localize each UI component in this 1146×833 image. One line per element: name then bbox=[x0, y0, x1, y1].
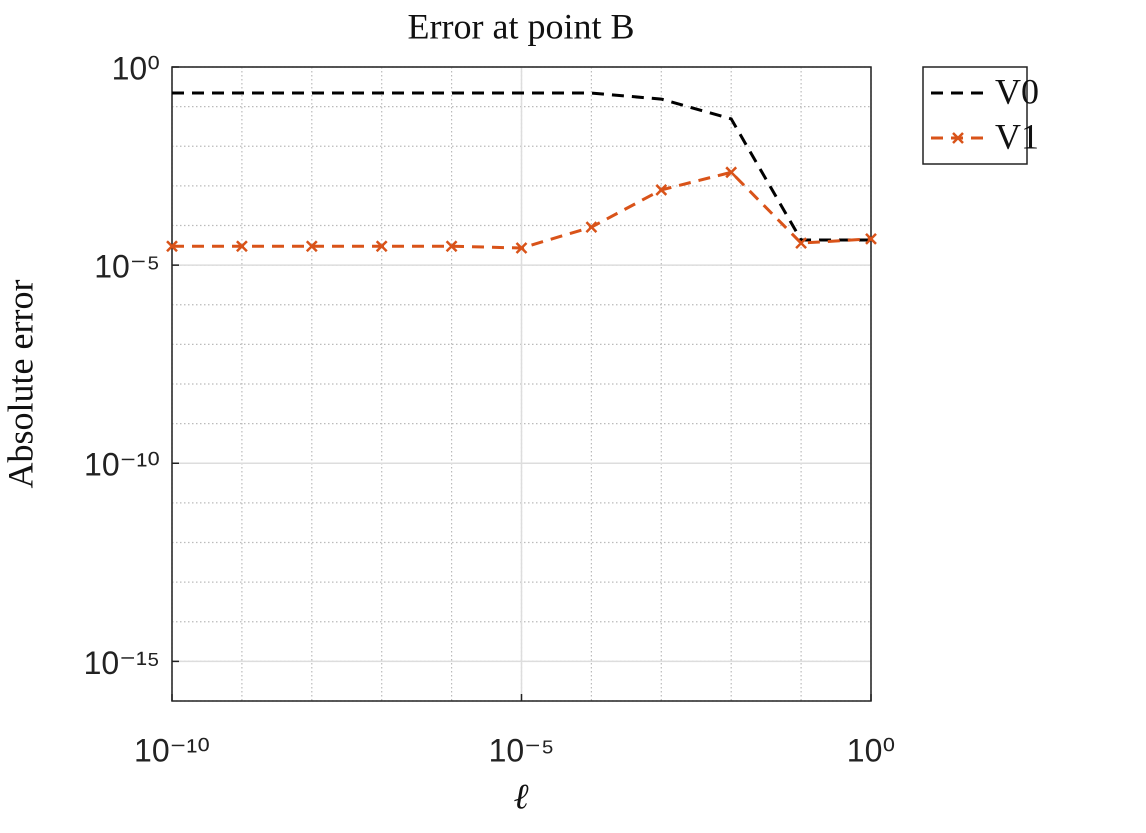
plot-frame bbox=[171, 66, 872, 702]
marker bbox=[515, 242, 528, 254]
x-tick-label: 10⁻¹⁰ bbox=[134, 732, 210, 768]
marker bbox=[375, 240, 388, 253]
x-axis-label: ℓ bbox=[514, 776, 529, 816]
y-tick-label: 10⁰ bbox=[112, 50, 160, 86]
marker bbox=[236, 240, 248, 253]
line bbox=[172, 91, 871, 242]
series bbox=[166, 166, 877, 254]
legend-marker bbox=[952, 132, 964, 144]
y-tick-label: 10⁻¹⁵ bbox=[84, 645, 160, 681]
marker bbox=[445, 240, 458, 253]
marker bbox=[865, 232, 877, 245]
marker bbox=[795, 237, 807, 249]
series bbox=[172, 91, 871, 242]
marker bbox=[166, 240, 178, 253]
legend-label: V1 bbox=[995, 116, 1039, 156]
marker bbox=[585, 221, 598, 234]
chart-title: Error at point B bbox=[408, 6, 635, 46]
marker bbox=[725, 166, 738, 179]
legend-box bbox=[922, 66, 1028, 165]
marker bbox=[655, 184, 668, 196]
x-tick-label: 10⁻⁵ bbox=[489, 732, 555, 768]
legend-label: V0 bbox=[995, 71, 1039, 111]
x-tick-label: 10⁰ bbox=[847, 732, 895, 768]
marker bbox=[305, 240, 318, 253]
y-tick-label: 10⁻¹⁰ bbox=[84, 447, 160, 483]
y-axis-label: Absolute error bbox=[0, 280, 40, 489]
y-tick-label: 10⁻⁵ bbox=[94, 249, 160, 285]
